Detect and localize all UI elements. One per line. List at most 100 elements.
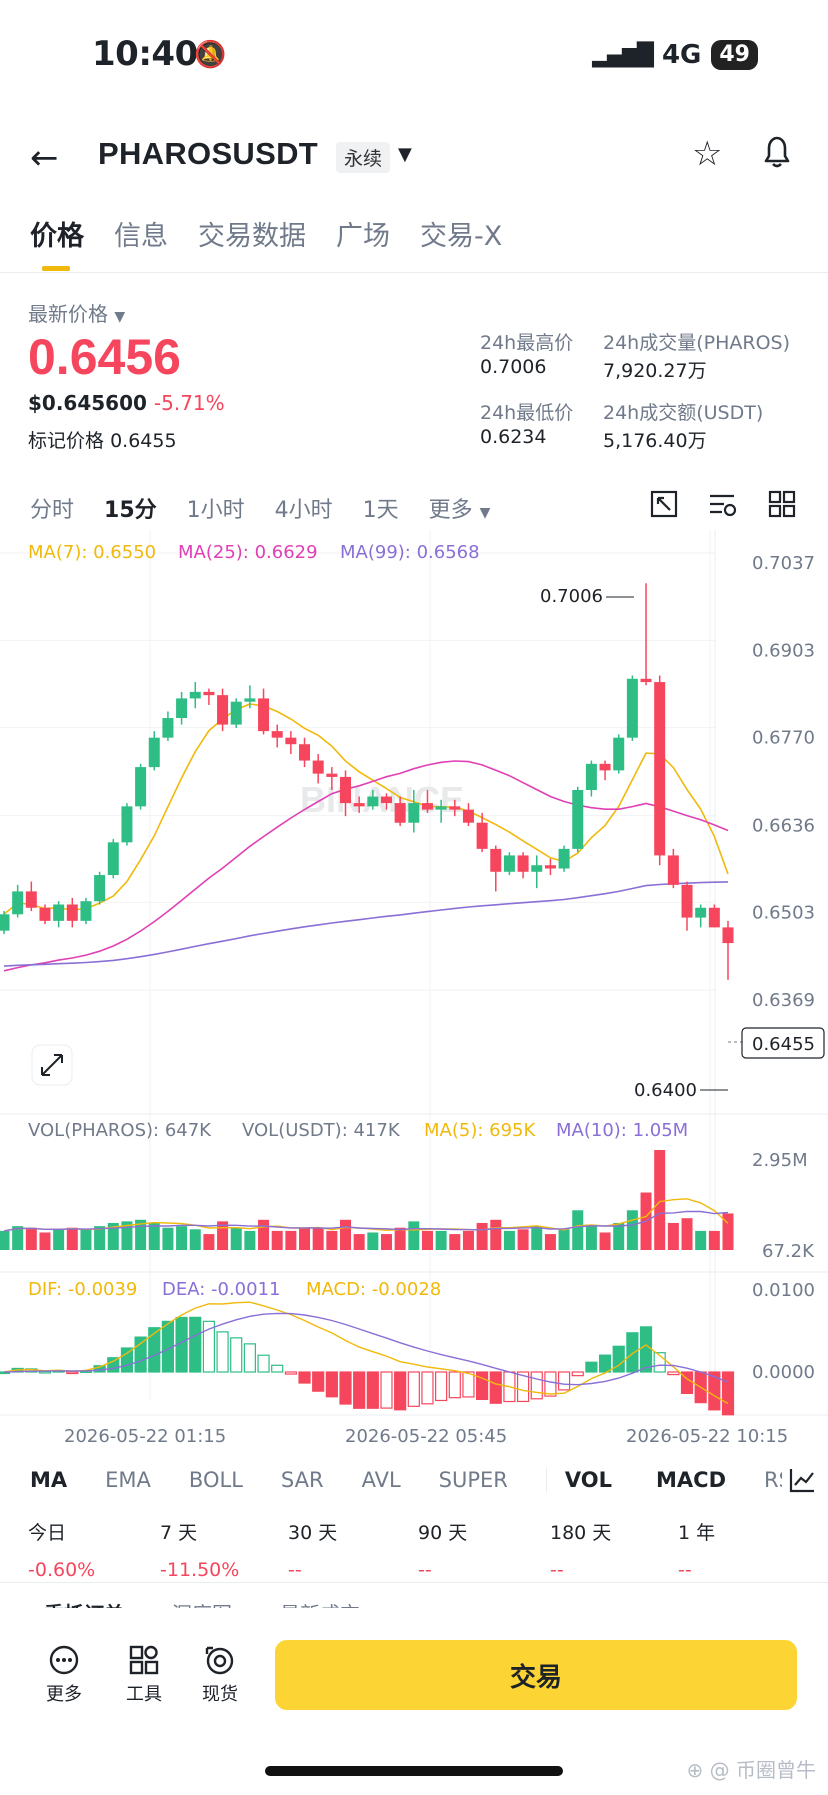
interval-1h[interactable]: 1小时 <box>186 498 245 523</box>
indicator-sar[interactable]: SAR <box>280 1468 324 1492</box>
contract-tag: 永续 <box>336 142 391 173</box>
indicator-vol[interactable]: VOL <box>545 1468 612 1492</box>
volume-bar <box>66 1227 78 1250</box>
candle-body <box>39 907 51 921</box>
performance-label: 30 天 <box>288 1522 338 1544</box>
macd-bar <box>612 1345 625 1373</box>
tab-info[interactable]: 信息 <box>114 221 168 252</box>
y-tick-label: 0.6503 <box>752 902 815 923</box>
dif-legend: DIF: -0.0039 <box>28 1279 137 1300</box>
status-right: ▂▄▆█ 4G 49 <box>592 40 758 70</box>
macd-bar <box>325 1371 338 1398</box>
star-icon[interactable]: ☆ <box>692 134 723 174</box>
volume-bar <box>435 1230 447 1250</box>
performance-label: 今日 <box>28 1522 67 1544</box>
indicator-settings-icon[interactable] <box>782 1466 816 1498</box>
macd-bar <box>202 1320 216 1373</box>
interval-1d[interactable]: 1天 <box>362 498 399 523</box>
volume-bar <box>244 1230 256 1250</box>
symbol-title[interactable]: PHAROSUSDT <box>98 136 319 171</box>
performance-label: 180 天 <box>550 1522 612 1544</box>
candle-body <box>394 803 406 823</box>
volume-bar <box>340 1219 352 1250</box>
candle-body <box>503 855 515 872</box>
candle-body <box>176 698 188 719</box>
volume-bar <box>39 1232 51 1250</box>
high-annotation: 0.7006 <box>540 586 603 607</box>
tab-square[interactable]: 广场 <box>336 221 390 252</box>
performance-item: 1 年 -- <box>678 1518 715 1581</box>
tab-trading-data[interactable]: 交易数据 <box>198 221 306 252</box>
vol-ma5-legend: MA(5): 695K <box>424 1120 536 1141</box>
volume-bar <box>53 1229 65 1250</box>
macd-bar <box>557 1371 571 1391</box>
turnover-value: 5,176.40万 <box>603 430 707 452</box>
candle-body <box>722 927 734 944</box>
indicator-macd[interactable]: MACD <box>656 1468 727 1492</box>
volume-bar <box>135 1219 147 1250</box>
candle-body <box>449 806 461 810</box>
interval-more[interactable]: 更多 ▼ <box>428 498 491 523</box>
macd-bar <box>571 1371 584 1377</box>
performance-item: 7 天 -11.50% <box>160 1518 239 1581</box>
volume-bar <box>353 1234 365 1250</box>
volume-bar <box>299 1227 311 1250</box>
battery-icon: 49 <box>711 40 758 70</box>
back-arrow-icon[interactable]: ← <box>30 138 59 178</box>
spot-button[interactable]: 现货 <box>202 1644 238 1706</box>
candle-body <box>0 914 10 931</box>
y-tick-label: 0.6903 <box>752 641 815 662</box>
candle-body <box>203 691 215 696</box>
trade-button[interactable]: 交易 <box>275 1640 797 1710</box>
more-icon <box>49 1645 79 1675</box>
chart-settings-icon[interactable] <box>708 490 738 522</box>
volume-bar <box>312 1227 324 1250</box>
tools-button[interactable]: 工具 <box>126 1644 162 1706</box>
x-tick-0: 2026-05-22 01:15 <box>64 1426 226 1447</box>
more-button[interactable]: 更多 <box>46 1644 82 1706</box>
indicator-ma[interactable]: MA <box>30 1468 68 1492</box>
candle-body <box>585 763 597 791</box>
volume-bar <box>25 1227 37 1250</box>
indicator-avl[interactable]: AVL <box>361 1468 401 1492</box>
interval-4h[interactable]: 4小时 <box>274 498 333 523</box>
candle-body <box>599 763 611 771</box>
macd-bar <box>394 1371 407 1411</box>
indicator-super[interactable]: SUPER <box>438 1468 508 1492</box>
candle-body <box>681 884 693 918</box>
performance-item: 今日 -0.60% <box>28 1518 95 1581</box>
performance-label: 7 天 <box>160 1522 198 1544</box>
macd-tick-zero: 0.0000 <box>752 1362 815 1383</box>
indicator-ema[interactable]: EMA <box>105 1468 151 1492</box>
indicator-boll[interactable]: BOLL <box>188 1468 243 1492</box>
chart-expand-icon[interactable] <box>650 490 678 522</box>
tab-price[interactable]: 价格 <box>30 221 84 252</box>
volume-label: 24h成交量(PHAROS) <box>603 332 791 354</box>
candle-body <box>66 904 78 921</box>
volume-bar <box>121 1221 133 1250</box>
candle-body <box>517 855 529 872</box>
vol-ma10-line <box>3 1210 729 1232</box>
candle-body <box>340 776 352 804</box>
vol-usdt-legend: VOL(USDT): 417K <box>242 1120 401 1141</box>
candle-body <box>435 806 447 810</box>
home-indicator[interactable] <box>265 1766 563 1776</box>
candle-body <box>367 796 379 807</box>
candle-body <box>476 822 488 849</box>
macd-bar <box>353 1371 366 1409</box>
candle-body <box>53 904 65 921</box>
macd-bar <box>107 1357 120 1373</box>
interval-15m[interactable]: 15分 <box>104 498 157 523</box>
divider <box>0 1582 828 1583</box>
kline-chart[interactable]: BINANCE 0.70370.69030.67700.66360.65030.… <box>0 530 828 1450</box>
performance-item: 180 天 -- <box>550 1518 611 1581</box>
latest-price-label[interactable]: 最新价格 ▼ <box>28 302 126 326</box>
symbol-dropdown-icon[interactable]: ▼ <box>398 144 412 165</box>
layout-grid-icon[interactable] <box>768 490 796 522</box>
volume-bar <box>421 1230 433 1250</box>
volume-bar <box>572 1210 584 1250</box>
tab-trade-x[interactable]: 交易-X <box>420 221 503 252</box>
volume-bar <box>0 1230 10 1250</box>
bell-icon[interactable] <box>760 134 794 174</box>
interval-line[interactable]: 分时 <box>30 498 75 523</box>
